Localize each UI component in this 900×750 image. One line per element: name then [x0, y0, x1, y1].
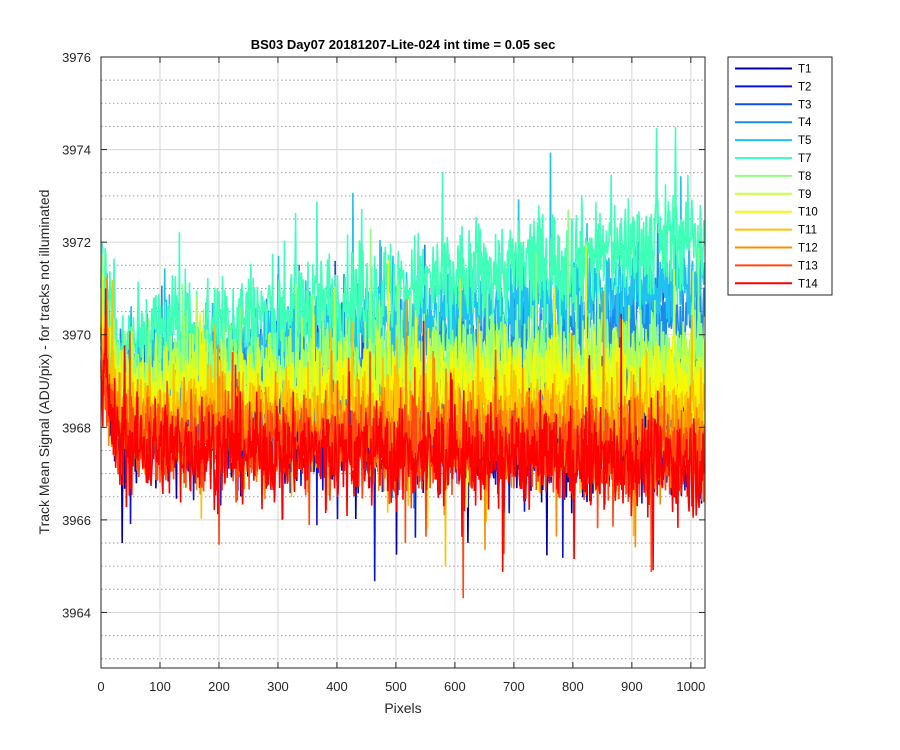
y-tick-label: 3976 — [62, 50, 91, 65]
x-tick-label: 800 — [562, 679, 584, 694]
legend-label-t10: T10 — [798, 207, 818, 219]
plot-frame — [100, 56, 706, 669]
y-tick-label: 3972 — [62, 235, 91, 250]
legend-label-t5: T5 — [798, 135, 811, 147]
x-tick-label: 0 — [97, 679, 104, 694]
legend-label-t2: T2 — [798, 81, 811, 93]
legend-label-t4: T4 — [798, 117, 812, 129]
legend: T1 T2 T3 T4 T5 T7 T8 T9 T10 T11 T12 T13 T14 — [727, 56, 833, 296]
y-tick-label: 3970 — [62, 328, 91, 343]
legend-label-t13: T13 — [798, 260, 818, 272]
x-tick-label: 1000 — [676, 679, 705, 694]
x-tick-label: 500 — [385, 679, 407, 694]
y-tick-label: 3966 — [62, 513, 91, 528]
x-tick-label: 200 — [208, 679, 230, 694]
legend-label-t8: T8 — [798, 171, 811, 183]
x-tick-label: 100 — [149, 679, 171, 694]
x-tick-label: 400 — [326, 679, 348, 694]
x-tick-label: 700 — [503, 679, 525, 694]
legend-label-t3: T3 — [798, 99, 811, 111]
x-axis-title: Pixels — [384, 700, 421, 716]
y-tick-label: 3974 — [62, 143, 91, 158]
legend-label-t11: T11 — [798, 225, 817, 237]
y-axis-title: Track Mean Signal (ADU/pix) - for tracks… — [36, 190, 52, 535]
legend-label-t7: T7 — [798, 153, 811, 165]
legend-label-t14: T14 — [798, 278, 818, 290]
axis-ticks: 0 100 200 300 400 500 600 700 800 900 1000 3964 3966… — [62, 50, 705, 694]
x-tick-label: 300 — [267, 679, 289, 694]
legend-label-t9: T9 — [798, 189, 811, 201]
x-tick-label: 600 — [444, 679, 466, 694]
chart-title: BS03 Day07 20181207-Lite-024 int time = … — [251, 37, 556, 52]
y-tick-label: 3964 — [62, 605, 91, 620]
series-lines — [100, 126, 706, 599]
y-tick-label: 3968 — [62, 420, 91, 435]
legend-label-t12: T12 — [798, 243, 818, 255]
x-tick-label: 900 — [621, 679, 643, 694]
legend-label-t1: T1 — [798, 64, 811, 76]
series-line-t14 — [100, 288, 706, 572]
